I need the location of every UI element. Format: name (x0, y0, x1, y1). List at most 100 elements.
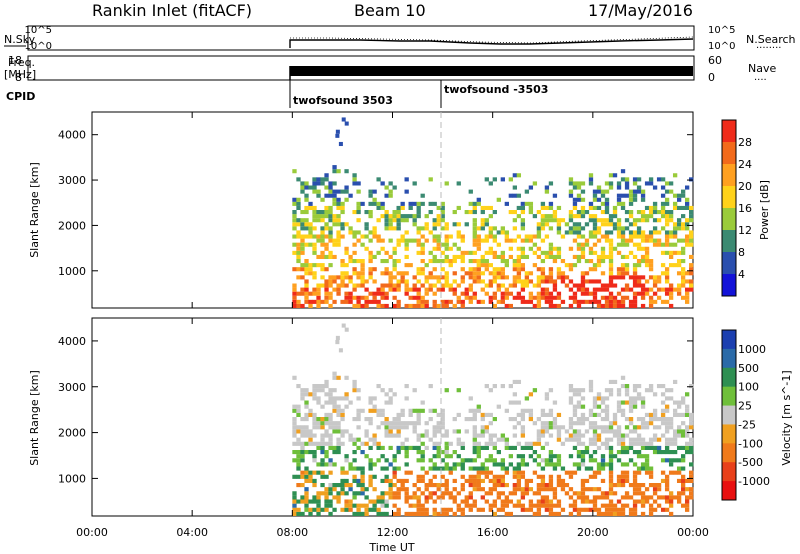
power-cell (580, 287, 586, 292)
power-cell (292, 218, 297, 223)
power-cell (400, 271, 405, 276)
velocity-cell (652, 483, 658, 488)
velocity-cell (300, 392, 305, 397)
velocity-cell (428, 478, 433, 483)
velocity-cell (620, 408, 626, 413)
power-cell (628, 197, 634, 202)
velocity-cell (472, 478, 477, 483)
power-cell (360, 201, 365, 206)
velocity-cell (328, 417, 333, 422)
velocity-cell (372, 499, 377, 504)
velocity-cell (604, 412, 610, 417)
velocity-cell (520, 425, 526, 430)
power-cell (580, 275, 586, 280)
velocity-cell (312, 421, 317, 426)
power-cell (640, 189, 646, 194)
velocity-cell (348, 433, 353, 438)
velocity-cell (524, 396, 530, 401)
velocity-cell (416, 437, 421, 442)
power-cell (384, 185, 389, 190)
velocity-cell (644, 487, 650, 492)
velocity-cell (412, 511, 417, 516)
velocity-cell (384, 417, 389, 422)
velocity-cell (304, 487, 309, 492)
velocity-cell (468, 474, 473, 479)
power-cell (688, 205, 694, 210)
power-cell (572, 214, 578, 219)
velocity-cell (424, 433, 429, 438)
power-cell (612, 299, 618, 304)
power-cell (404, 230, 409, 235)
velocity-cell (576, 511, 582, 516)
velocity-cell (520, 458, 526, 463)
power-cell (672, 222, 678, 227)
velocity-cell (472, 425, 477, 430)
velocity-cell (324, 462, 329, 467)
velocity-cell (680, 396, 686, 401)
velocity-cell (616, 392, 622, 397)
power-cell (440, 283, 445, 288)
velocity-cell (356, 388, 361, 393)
power-cell (344, 291, 349, 296)
velocity-cell (600, 429, 606, 434)
velocity-cell (440, 466, 445, 471)
power-cell (632, 299, 638, 304)
velocity-cell (500, 458, 505, 463)
power-cell (432, 234, 437, 239)
power-cell (664, 181, 670, 186)
velocity-cell (312, 478, 317, 483)
velocity-cell (296, 466, 301, 471)
velocity-cell (516, 483, 522, 488)
power-cell (668, 287, 674, 292)
velocity-cell (496, 478, 501, 483)
power-cell (392, 275, 397, 280)
power-cell (500, 177, 505, 182)
velocity-cell (368, 483, 373, 488)
power-cell (416, 303, 421, 308)
power-cell (616, 185, 622, 190)
power-cell (392, 246, 397, 251)
power-cell (404, 287, 409, 292)
velocity-cell (572, 408, 578, 413)
power-cell (656, 218, 662, 223)
power-cell (632, 271, 638, 276)
power-cell (384, 226, 389, 231)
power-cell (312, 242, 317, 247)
power-cell (620, 287, 626, 292)
power-cell (416, 271, 421, 276)
power-cell (376, 303, 381, 308)
power-cell (512, 210, 518, 215)
power-cell (600, 295, 606, 300)
power-cell (440, 214, 445, 219)
velocity-cell (456, 437, 461, 442)
velocity-cell (476, 483, 481, 488)
power-cell (408, 214, 413, 219)
velocity-cell (504, 483, 509, 488)
velocity-cell (324, 454, 329, 459)
power-cell (584, 279, 590, 284)
power-cell (352, 242, 357, 247)
velocity-cell (516, 466, 522, 471)
power-cell (664, 271, 670, 276)
x-tick-label: 16:00 (477, 526, 509, 539)
power-cell (380, 303, 385, 308)
velocity-cell (416, 487, 421, 492)
velocity-cell (492, 511, 497, 516)
power-cell (536, 267, 542, 272)
power-cell (572, 295, 578, 300)
power-cell (596, 279, 602, 284)
power-cell (544, 214, 550, 219)
velocity-cell (504, 408, 509, 413)
power-cell (584, 242, 590, 247)
velocity-cell (340, 470, 345, 475)
velocity-cell (572, 392, 578, 397)
velocity-cell (608, 379, 614, 384)
power-cell (640, 275, 646, 280)
velocity-cell (368, 507, 373, 512)
power-cell (580, 197, 586, 202)
velocity-cell (308, 507, 313, 512)
velocity-cell (616, 474, 622, 479)
velocity-cell (528, 408, 534, 413)
power-cell (572, 201, 578, 206)
